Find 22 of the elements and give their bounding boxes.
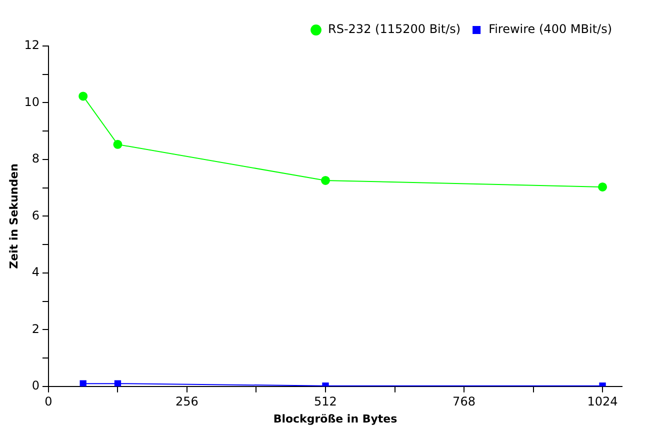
x-tick-label: 512	[314, 394, 337, 409]
point	[598, 182, 608, 192]
y-tick-label: 0	[32, 378, 40, 393]
x-tick-label: 768	[452, 394, 476, 409]
y-tick-label: 4	[32, 265, 40, 280]
point	[78, 92, 88, 101]
y-tick-label: 12	[24, 38, 40, 52]
point	[80, 380, 86, 386]
point	[320, 176, 330, 185]
y-axis-title: Zeit in Sekunden	[7, 164, 20, 269]
y-tick-label: 6	[32, 208, 40, 222]
point	[114, 380, 122, 386]
x-tick-label: 0	[44, 394, 52, 409]
x-tick-label: 1024	[587, 394, 618, 409]
x-tick-label: 256	[176, 394, 198, 409]
x-axis-title: Blockgröße in Bytes	[273, 412, 398, 426]
y-tick-label: 2	[32, 322, 40, 336]
legend-label: RS-232 (115200 Bit/s)	[328, 22, 461, 36]
point	[113, 140, 122, 149]
legend-label: Firewire (400 MBit/s)	[488, 22, 612, 36]
y-tick-label: 10	[24, 94, 40, 109]
y-tick-label: 8	[32, 152, 40, 166]
